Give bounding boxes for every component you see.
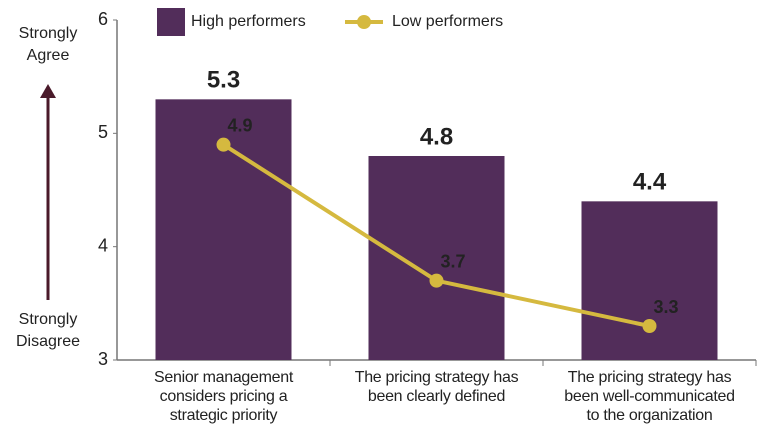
line-value-label: 4.9 [228,115,253,135]
line-value-label: 3.3 [654,297,679,317]
x-tick-label: Senior management [154,369,294,386]
x-tick-label: been clearly defined [368,388,505,405]
y-tick-label: 5 [98,122,108,142]
x-tick-label: considers pricing a [160,388,288,405]
legend-swatch [157,8,185,36]
axis-annotation: Strongly [19,311,78,328]
line-point [216,137,231,152]
bar-value-label: 4.4 [633,169,667,196]
line-value-label: 3.7 [441,251,466,271]
axis-annotation: Agree [27,47,70,64]
y-tick-label: 6 [98,9,108,29]
x-tick-label: been well-communicated [564,388,734,405]
y-tick-label: 4 [98,235,108,255]
y-tick-label: 3 [98,349,108,369]
bar [581,201,718,360]
bar-value-label: 4.8 [420,123,453,150]
legend-label: Low performers [392,13,503,30]
axis-annotation: Disagree [16,333,80,350]
x-tick-label: strategic priority [170,407,278,424]
bar [368,156,505,360]
x-tick-label: The pricing strategy has [355,369,519,386]
bar-value-label: 5.3 [207,67,240,94]
line-point [642,319,657,333]
legend-marker [357,15,371,29]
x-tick-label: to the organization [587,407,713,424]
legend-label: High performers [191,13,306,30]
line-point [429,273,444,288]
annotation-arrowhead [40,84,56,98]
axis-annotation: Strongly [19,25,78,42]
x-tick-label: The pricing strategy has [568,369,732,386]
